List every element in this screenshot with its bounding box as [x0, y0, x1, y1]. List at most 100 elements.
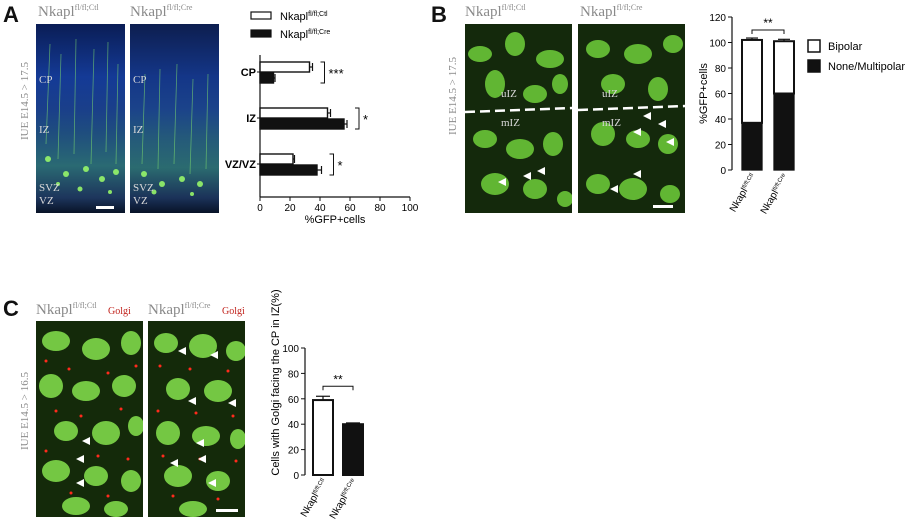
panel-a-image-label-ctl: Nkaplfl/fl;Ctl — [38, 3, 99, 20]
panel-a-image-label-cre: Nkaplfl/fl;Cre — [130, 3, 193, 20]
x-tick-label: 80 — [374, 203, 386, 214]
legend-label-1: None/Multipolar — [828, 61, 905, 73]
significance-stars: ** — [333, 372, 343, 386]
x-axis-label: %GFP+cells — [305, 214, 366, 226]
legend-swatch-0 — [807, 39, 821, 53]
legend-label-1: Nkaplfl/fl;Cre — [280, 29, 330, 41]
zone-label-miz: mIZ — [602, 117, 621, 129]
panel-c-golgi-label-cre: Golgi — [222, 306, 245, 317]
category-label: Nkaplfl/fl;Ctl — [299, 477, 330, 519]
significance-stars: * — [363, 112, 368, 127]
panel-b-image-label-cre: Nkaplfl/fl;Cre — [580, 3, 643, 20]
y-tick-label: 60 — [288, 395, 300, 406]
y-axis-label: %GFP+cells — [698, 63, 710, 124]
layer-label-svz: SVZ — [133, 182, 154, 194]
significance-stars: *** — [329, 66, 344, 81]
y-tick-label: 20 — [288, 446, 300, 457]
panel-c-image-label-cre: Nkaplfl/fl;Cre — [148, 301, 211, 318]
panel-c-letter: C — [3, 296, 19, 321]
significance-bracket — [322, 385, 354, 391]
panel-c-cells-ctl — [39, 331, 143, 517]
y-tick-label: 40 — [715, 115, 727, 126]
boundary-dashed-line — [578, 104, 685, 112]
scale-bar — [96, 206, 114, 209]
panel-c-side-label: IUE E14.5 > 16.5 — [19, 372, 31, 450]
panel-c-micrograph-ctl — [36, 321, 143, 517]
y-tick-label: 0 — [293, 471, 299, 482]
panel-a-letter: A — [3, 2, 19, 27]
panel-a-side-label: IUE E14.5 > 17.5 — [19, 62, 31, 140]
x-tick-label: 0 — [257, 203, 263, 214]
legend-swatch-0 — [250, 11, 272, 20]
bar — [259, 72, 275, 84]
x-tick-label: 100 — [402, 203, 419, 214]
panel-b-letter: B — [431, 2, 447, 27]
bar-segment-bipolar — [741, 38, 763, 124]
panel-a-neurites-ctl — [45, 38, 119, 209]
legend-label-0: Bipolar — [828, 41, 863, 53]
bar — [259, 118, 345, 130]
y-axis-label: Cells with Golgi facing the CP in IZ(%) — [270, 289, 282, 475]
bar-segment-none-multipolar — [773, 92, 795, 171]
bar — [342, 423, 364, 476]
category-label: CP — [241, 67, 256, 79]
category-label: IZ — [246, 113, 256, 125]
x-tick-label: 40 — [314, 203, 326, 214]
panel-b-cells-cre — [578, 35, 685, 208]
category-label: Nkaplfl/fl;Cre — [759, 171, 791, 216]
y-tick-label: 20 — [715, 141, 727, 152]
chart-b-stacked-bar: 020406080100120%GFP+cellsNkaplfl/fl;CtlN… — [698, 13, 905, 216]
chart-a-hbar: Nkaplfl/fl;Ctl Nkaplfl/fl;Cre 0 20 40 60 80 100… — [225, 11, 419, 226]
layer-label-vz: VZ — [39, 195, 54, 207]
layer-label-iz: IZ — [133, 124, 144, 136]
panel-c-image-label-ctl: Nkaplfl/fl;Ctl — [36, 301, 97, 318]
significance-bracket — [329, 153, 334, 176]
layer-label-vz: VZ — [133, 195, 148, 207]
x-tick-label: 20 — [284, 203, 296, 214]
bar-segment-bipolar — [773, 40, 795, 95]
significance-stars: ** — [763, 16, 773, 30]
y-tick-label: 100 — [282, 344, 299, 355]
category-label: Nkaplfl/fl;Ctl — [728, 172, 759, 214]
significance-bracket — [320, 61, 325, 84]
legend-label-0: Nkaplfl/fl;Ctl — [280, 11, 328, 23]
legend-swatch-1 — [250, 29, 272, 38]
panel-b-side-label: IUE E14.5 > 17.5 — [447, 57, 459, 135]
panel-b-micrograph-ctl: uIZ mIZ — [465, 24, 572, 213]
bar — [259, 107, 329, 119]
bar-segment-none-multipolar — [741, 122, 763, 171]
panel-c-golgi-label-ctl: Golgi — [108, 306, 131, 317]
y-tick-label: 80 — [288, 369, 300, 380]
panel-b-image-label-ctl: Nkaplfl/fl;Ctl — [465, 3, 526, 20]
significance-stars: * — [338, 158, 343, 173]
bar — [259, 153, 294, 165]
y-tick-label: 100 — [709, 39, 726, 50]
legend-swatch-1 — [807, 59, 821, 73]
bar — [259, 61, 311, 73]
scale-bar — [653, 205, 673, 208]
scale-bar — [216, 509, 238, 512]
significance-bracket — [355, 107, 360, 130]
y-tick-label: 120 — [709, 13, 726, 24]
zone-label-miz: mIZ — [501, 117, 520, 129]
panel-b-micrograph-cre: uIZ mIZ — [578, 24, 685, 213]
zone-label-uiz: uIZ — [501, 88, 517, 100]
category-label: SVZ/VZ — [225, 159, 256, 171]
panel-a-micrograph-cre: CP IZ SVZ VZ — [130, 24, 219, 213]
layer-label-cp: CP — [39, 74, 53, 86]
zone-label-uiz: uIZ — [602, 88, 618, 100]
bar — [259, 164, 318, 176]
category-label: Nkaplfl/fl;Cre — [328, 476, 360, 521]
y-tick-label: 60 — [715, 90, 727, 101]
significance-bracket — [751, 29, 785, 35]
layer-label-svz: SVZ — [39, 182, 60, 194]
boundary-dashed-line — [465, 106, 572, 114]
panel-c-micrograph-cre — [148, 321, 245, 517]
y-tick-label: 40 — [288, 420, 300, 431]
panel-b-cells-ctl — [465, 32, 572, 207]
panel-a-neurites-cre — [141, 63, 209, 196]
x-tick-label: 60 — [344, 203, 356, 214]
y-tick-label: 0 — [720, 166, 726, 177]
bar — [312, 399, 334, 477]
